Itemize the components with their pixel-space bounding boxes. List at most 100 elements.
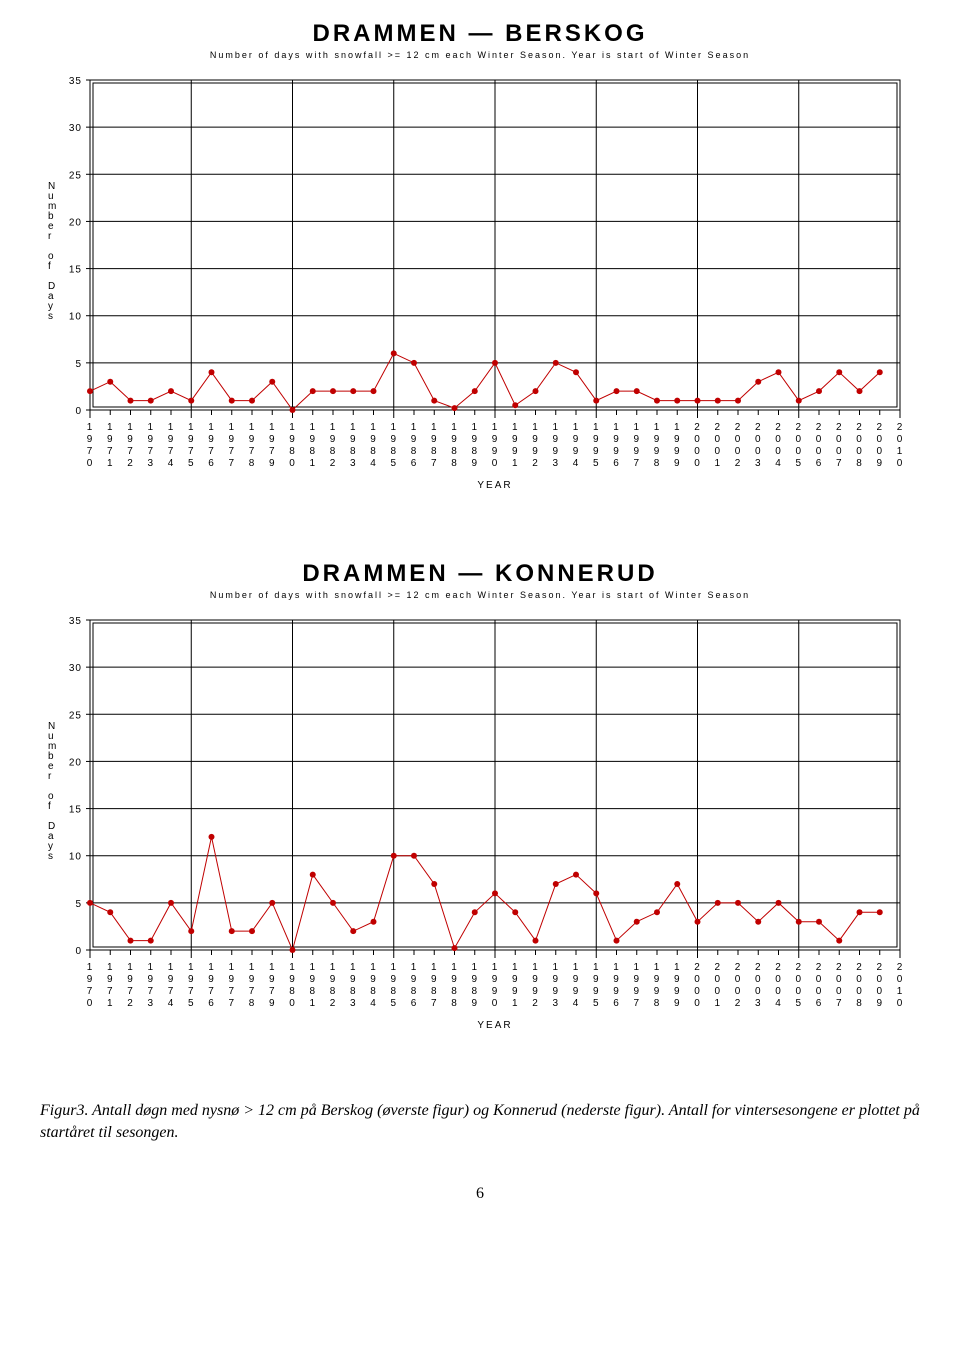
svg-text:1: 1	[573, 422, 580, 433]
svg-text:9: 9	[593, 446, 600, 457]
svg-text:0: 0	[795, 434, 802, 445]
svg-text:4: 4	[573, 998, 580, 1009]
svg-text:1: 1	[451, 422, 458, 433]
svg-text:7: 7	[431, 458, 438, 469]
svg-text:9: 9	[127, 974, 134, 985]
svg-text:1: 1	[593, 962, 600, 973]
svg-text:9: 9	[573, 434, 580, 445]
svg-text:8: 8	[451, 458, 458, 469]
svg-text:1: 1	[674, 422, 681, 433]
svg-text:25: 25	[69, 170, 82, 181]
svg-text:9: 9	[390, 434, 397, 445]
svg-text:1: 1	[714, 998, 721, 1009]
svg-text:2: 2	[775, 962, 782, 973]
svg-text:9: 9	[127, 434, 134, 445]
svg-text:9: 9	[613, 974, 620, 985]
svg-text:4: 4	[573, 458, 580, 469]
svg-text:3: 3	[350, 998, 357, 1009]
svg-text:7: 7	[127, 446, 134, 457]
svg-text:15: 15	[69, 805, 82, 816]
svg-text:0: 0	[694, 974, 701, 985]
svg-text:0: 0	[856, 986, 863, 997]
svg-text:9: 9	[654, 986, 661, 997]
svg-text:9: 9	[674, 458, 681, 469]
svg-text:1: 1	[471, 422, 478, 433]
svg-text:1: 1	[593, 422, 600, 433]
svg-text:9: 9	[573, 446, 580, 457]
svg-text:7: 7	[147, 986, 154, 997]
svg-text:0: 0	[735, 974, 742, 985]
svg-text:9: 9	[512, 974, 519, 985]
svg-text:0: 0	[714, 446, 721, 457]
svg-text:7: 7	[107, 446, 114, 457]
svg-text:8: 8	[471, 446, 478, 457]
svg-text:6: 6	[208, 458, 215, 469]
svg-text:1: 1	[208, 422, 215, 433]
svg-text:1: 1	[188, 962, 195, 973]
svg-text:0: 0	[755, 986, 762, 997]
svg-text:9: 9	[228, 974, 235, 985]
svg-text:2: 2	[836, 962, 843, 973]
svg-text:9: 9	[370, 974, 377, 985]
svg-text:8: 8	[451, 446, 458, 457]
svg-text:1: 1	[633, 422, 640, 433]
svg-text:9: 9	[532, 434, 539, 445]
svg-text:8: 8	[451, 986, 458, 997]
svg-text:2: 2	[330, 458, 337, 469]
svg-text:0: 0	[795, 986, 802, 997]
chart2-svg: 0510152025303519701971197219731974197519…	[40, 610, 920, 1040]
svg-text:9: 9	[471, 458, 478, 469]
svg-text:10: 10	[69, 852, 82, 863]
svg-text:2: 2	[836, 422, 843, 433]
svg-text:9: 9	[633, 974, 640, 985]
svg-text:10: 10	[69, 312, 82, 323]
chart2-title: DRAMMEN — KONNERUD	[40, 560, 920, 588]
svg-text:5: 5	[795, 998, 802, 1009]
svg-text:2: 2	[897, 962, 904, 973]
svg-text:0: 0	[836, 446, 843, 457]
svg-text:1: 1	[289, 962, 296, 973]
svg-text:9: 9	[613, 446, 620, 457]
svg-text:0: 0	[714, 986, 721, 997]
svg-text:6: 6	[816, 458, 823, 469]
svg-text:9: 9	[269, 434, 276, 445]
svg-text:9: 9	[350, 434, 357, 445]
svg-text:1: 1	[330, 422, 337, 433]
svg-text:0: 0	[816, 446, 823, 457]
svg-text:8: 8	[289, 986, 296, 997]
svg-text:8: 8	[654, 998, 661, 1009]
svg-text:7: 7	[208, 986, 215, 997]
svg-text:1: 1	[492, 422, 499, 433]
svg-text:1: 1	[309, 422, 316, 433]
svg-text:7: 7	[188, 986, 195, 997]
svg-text:6: 6	[411, 458, 418, 469]
svg-text:0: 0	[897, 458, 904, 469]
svg-text:9: 9	[573, 974, 580, 985]
svg-text:1: 1	[532, 962, 539, 973]
svg-text:9: 9	[593, 434, 600, 445]
svg-text:0: 0	[795, 446, 802, 457]
svg-text:7: 7	[208, 446, 215, 457]
svg-text:0: 0	[836, 986, 843, 997]
svg-text:1: 1	[208, 962, 215, 973]
svg-text:1: 1	[512, 422, 519, 433]
svg-text:1: 1	[897, 986, 904, 997]
svg-text:1: 1	[674, 962, 681, 973]
svg-text:30: 30	[69, 663, 82, 674]
svg-text:30: 30	[69, 123, 82, 134]
svg-text:0: 0	[795, 974, 802, 985]
svg-text:0: 0	[755, 434, 762, 445]
svg-text:0: 0	[775, 974, 782, 985]
svg-text:9: 9	[552, 434, 559, 445]
svg-text:4: 4	[168, 998, 175, 1009]
svg-text:5: 5	[188, 998, 195, 1009]
svg-text:0: 0	[87, 458, 94, 469]
svg-text:9: 9	[289, 974, 296, 985]
svg-text:0: 0	[897, 434, 904, 445]
svg-text:8: 8	[431, 986, 438, 997]
svg-text:1: 1	[249, 422, 256, 433]
svg-text:35: 35	[69, 76, 82, 87]
svg-text:3: 3	[552, 998, 559, 1009]
svg-text:7: 7	[633, 998, 640, 1009]
svg-text:9: 9	[654, 446, 661, 457]
